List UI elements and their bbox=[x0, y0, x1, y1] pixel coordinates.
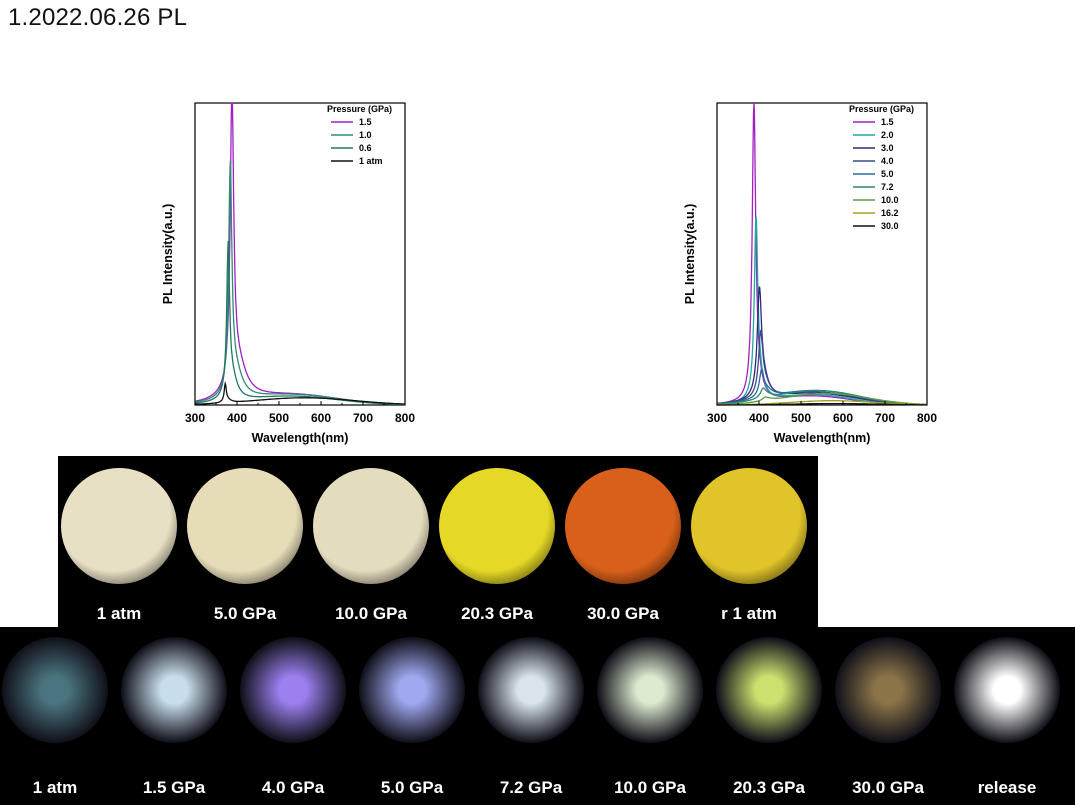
x-axis-label: Wavelength(nm) bbox=[252, 431, 349, 445]
sample-photo bbox=[2, 637, 108, 743]
photo-label: 20.3 GPa bbox=[461, 604, 533, 623]
legend-entry: 7.2 bbox=[881, 182, 894, 192]
sample-photo bbox=[187, 468, 303, 584]
photo-label: 5.0 GPa bbox=[380, 778, 444, 797]
sample-photo bbox=[565, 468, 681, 584]
sample-photo bbox=[954, 637, 1060, 743]
series-line-1.5 bbox=[195, 102, 405, 405]
photo-label: 1.5 GPa bbox=[142, 778, 206, 797]
x-tick-label: 800 bbox=[917, 411, 937, 425]
pl-chart-low-pressure: 300 400 500 600 700 800 Wavelength(nm) PL Inten… bbox=[161, 102, 415, 445]
x-tick-label: 700 bbox=[353, 411, 373, 425]
legend-entry: 16.2 bbox=[881, 208, 899, 218]
series-line-1.5 bbox=[717, 102, 927, 406]
legend-entry: 1.5 bbox=[359, 117, 372, 127]
photo-label: 1 atm bbox=[32, 778, 78, 797]
x-tick-label: 600 bbox=[311, 411, 331, 425]
sample-photo bbox=[716, 637, 822, 743]
luminescence-photo-strip: 1 atm 1.5 GPa 4.0 GPa 5.0 GPa 7.2 GPa 10.0 GP… bbox=[0, 627, 1075, 805]
series-line-2.0 bbox=[717, 216, 927, 406]
legend-entry: 1 atm bbox=[359, 156, 383, 166]
sample-photo bbox=[240, 637, 346, 743]
y-axis-label: PL Intensity(a.u.) bbox=[161, 204, 175, 304]
legend-entry: 1.0 bbox=[359, 130, 372, 140]
legend-title: Pressure (GPa) bbox=[849, 104, 914, 114]
series-line-10.0 bbox=[717, 392, 927, 406]
legend-entry: 5.0 bbox=[881, 169, 894, 179]
sample-photo bbox=[121, 637, 227, 743]
x-axis-label: Wavelength(nm) bbox=[774, 431, 871, 445]
legend-entry: 1.5 bbox=[881, 117, 894, 127]
y-axis-label: PL Intensity(a.u.) bbox=[683, 204, 697, 304]
x-tick-label: 600 bbox=[833, 411, 853, 425]
microscope-photo-strip: 1 atm 5.0 GPa 10.0 GPa 20.3 GPa 30.0 GPa r 1 … bbox=[58, 456, 818, 629]
plot-frame bbox=[194, 102, 406, 406]
photo-label: 10.0 GPa bbox=[335, 604, 407, 623]
photo-label: 4.0 GPa bbox=[261, 778, 325, 797]
x-tick-label: 300 bbox=[185, 411, 205, 425]
photo-label: 30.0 GPa bbox=[587, 604, 659, 623]
x-tick-label: 400 bbox=[749, 411, 769, 425]
legend-entry: 2.0 bbox=[881, 130, 894, 140]
legend-entry: 4.0 bbox=[881, 156, 894, 166]
pl-chart-high-pressure: 300 400 500 600 700 800 Wavelength(nm) PL Inten… bbox=[683, 102, 937, 445]
photo-label: 10.0 GPa bbox=[614, 778, 686, 797]
sample-photo bbox=[359, 637, 465, 743]
sample-photo bbox=[597, 637, 703, 743]
page-title: 1.2022.06.26 PL bbox=[8, 4, 188, 31]
legend-entry: 10.0 bbox=[881, 195, 899, 205]
legend-entry: 0.6 bbox=[359, 143, 372, 153]
legend-title: Pressure (GPa) bbox=[327, 104, 392, 114]
photo-label: release bbox=[977, 778, 1037, 797]
sample-photo bbox=[313, 468, 429, 584]
photo-label: 30.0 GPa bbox=[852, 778, 924, 797]
photo-label: 5.0 GPa bbox=[213, 604, 277, 623]
sample-photo bbox=[691, 468, 807, 584]
series-line-1-atm bbox=[195, 380, 405, 405]
legend-entry: 30.0 bbox=[881, 221, 899, 231]
photo-label: 7.2 GPa bbox=[499, 778, 563, 797]
sample-photo bbox=[478, 637, 584, 743]
x-tick-label: 500 bbox=[269, 411, 289, 425]
legend-entry: 3.0 bbox=[881, 143, 894, 153]
sample-photo bbox=[835, 637, 941, 743]
photo-label: 1 atm bbox=[96, 604, 142, 623]
series-line-0.6 bbox=[195, 240, 405, 406]
sample-photo bbox=[439, 468, 555, 584]
x-tick-label: 300 bbox=[707, 411, 727, 425]
photo-label: r 1 atm bbox=[721, 604, 777, 623]
x-tick-label: 500 bbox=[791, 411, 811, 425]
x-tick-label: 700 bbox=[875, 411, 895, 425]
photo-label: 20.3 GPa bbox=[733, 778, 805, 797]
x-tick-label: 400 bbox=[227, 411, 247, 425]
sample-photo bbox=[61, 468, 177, 584]
x-tick-label: 800 bbox=[395, 411, 415, 425]
